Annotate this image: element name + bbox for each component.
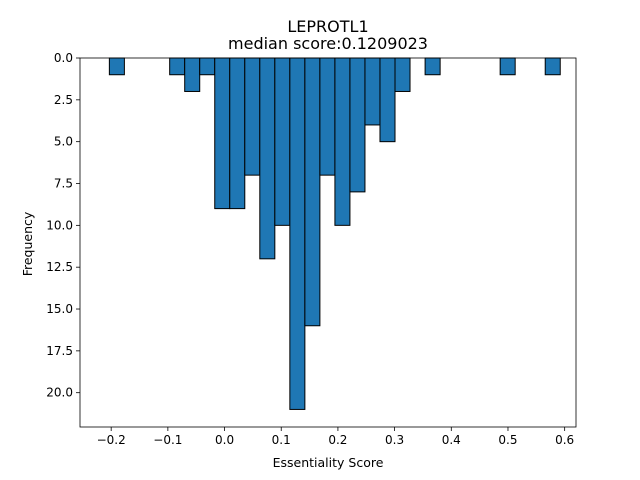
histogram-bar bbox=[108, 57, 125, 76]
chart-title: LEPROTL1 bbox=[287, 17, 368, 36]
x-tick-label: 0.2 bbox=[328, 433, 347, 447]
y-tick-label: 20.0 bbox=[46, 386, 73, 400]
histogram-bar bbox=[169, 57, 186, 76]
y-tick-label: 17.5 bbox=[46, 344, 73, 358]
histogram-bar bbox=[274, 57, 291, 226]
histogram-bar bbox=[229, 57, 246, 210]
histogram-bar bbox=[304, 57, 321, 327]
y-tick-label: 2.5 bbox=[54, 93, 73, 107]
x-tick-label: 0.0 bbox=[215, 433, 234, 447]
histogram-bar bbox=[199, 57, 216, 76]
histogram-bar bbox=[379, 57, 396, 143]
histogram-bar bbox=[184, 57, 201, 92]
histogram-bar bbox=[349, 57, 366, 193]
x-tick-label: 0.3 bbox=[385, 433, 404, 447]
histogram-bar bbox=[499, 57, 516, 76]
histogram-bar bbox=[394, 57, 411, 92]
y-tick-label: 10.0 bbox=[46, 218, 73, 232]
y-axis-ticks: 0.0 2.5 5.0 7.5 10.0 12.5 15.0 17.5 20.0 bbox=[46, 51, 80, 400]
x-axis-ticks: −0.2 −0.1 0.0 0.1 0.2 0.3 0.4 0.5 0.6 bbox=[97, 427, 574, 447]
x-tick-label: 0.4 bbox=[442, 433, 461, 447]
x-tick-label: −0.1 bbox=[153, 433, 182, 447]
histogram-bar bbox=[544, 57, 561, 76]
x-tick-label: 0.6 bbox=[555, 433, 574, 447]
histogram-bar bbox=[259, 57, 276, 260]
histogram-bar bbox=[364, 57, 381, 126]
y-tick-label: 0.0 bbox=[54, 51, 73, 65]
x-tick-label: 0.5 bbox=[498, 433, 517, 447]
histogram-bar bbox=[289, 57, 306, 410]
x-axis-label: Essentiality Score bbox=[273, 455, 384, 470]
y-axis-label: Frequency bbox=[20, 211, 35, 276]
plot-frame bbox=[79, 57, 577, 428]
histogram-bar bbox=[244, 57, 261, 176]
x-tick-label: 0.1 bbox=[272, 433, 291, 447]
histogram-bar bbox=[424, 57, 441, 76]
y-tick-label: 15.0 bbox=[46, 302, 73, 316]
histogram-bar bbox=[334, 57, 351, 226]
chart-subtitle: median score:0.1209023 bbox=[228, 34, 428, 53]
y-tick-label: 7.5 bbox=[54, 177, 73, 191]
y-tick-label: 5.0 bbox=[54, 135, 73, 149]
histogram-bar bbox=[214, 57, 231, 210]
x-tick-label: −0.2 bbox=[97, 433, 126, 447]
bars-group bbox=[108, 57, 561, 410]
histogram-bar bbox=[319, 57, 336, 176]
y-tick-label: 12.5 bbox=[46, 260, 73, 274]
